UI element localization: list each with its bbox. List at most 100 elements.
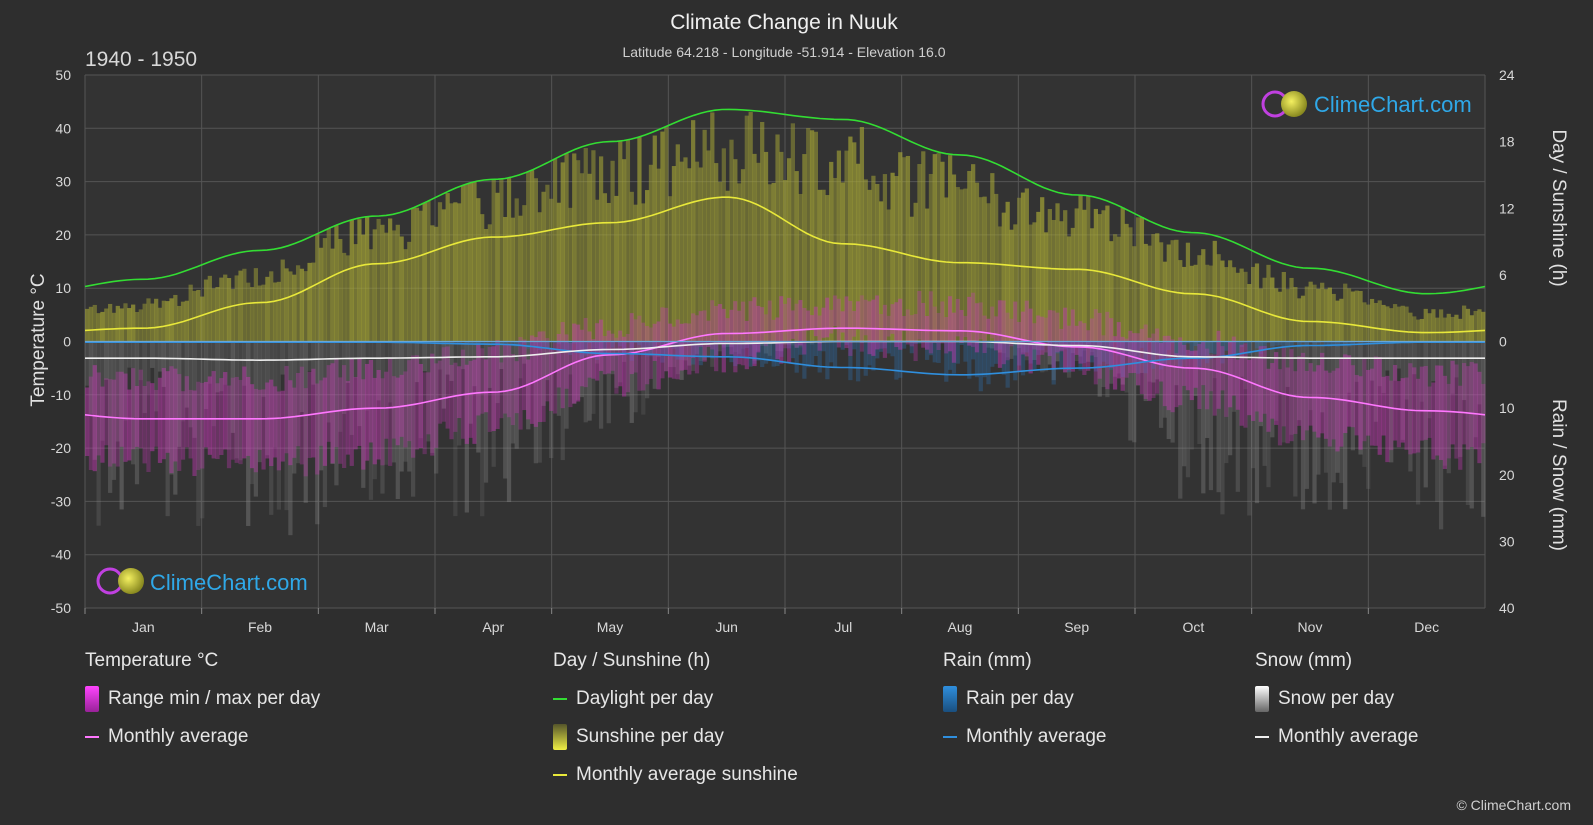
rain-day-bar	[1017, 341, 1022, 366]
sunshine-day-bar	[771, 182, 776, 342]
snow-day-bar	[683, 341, 688, 361]
legend-group-snow: Snow (mm) Snow per day Monthly average	[1255, 650, 1418, 756]
sunshine-day-bar	[399, 236, 404, 342]
snow-day-bar	[380, 341, 385, 494]
sunshine-day-bar	[1139, 217, 1145, 342]
sunshine-day-bar	[1254, 263, 1260, 342]
snow-day-bar	[1243, 341, 1248, 390]
temperature-range-bar	[825, 297, 830, 338]
snow-swatch	[1255, 686, 1269, 712]
sunshine-day-bar	[1017, 197, 1022, 342]
sunshine-day-bar	[150, 303, 155, 342]
rain-day-bar	[595, 341, 600, 360]
temperature-range-bar	[794, 303, 799, 348]
rain-day-bar	[698, 341, 703, 366]
sunshine-day-bar	[867, 189, 872, 342]
rain-day-bar	[1262, 341, 1267, 350]
sunshine-day-bar	[664, 126, 669, 342]
daily-bars	[85, 112, 1486, 536]
sunshine-day-bar	[618, 141, 623, 342]
temperature-range-bar	[1166, 335, 1171, 411]
temperature-range-bar	[1446, 383, 1451, 459]
brand-logo-bottom[interactable]: ClimeChart.com	[96, 567, 308, 595]
rain-day-bar	[1350, 341, 1355, 345]
temperature-range-bar	[1362, 358, 1367, 442]
rain-day-bar	[510, 341, 515, 347]
chart-subtitle: Latitude 64.218 - Longitude -51.914 - El…	[622, 44, 945, 60]
temperature-range-bar	[955, 298, 960, 337]
rain-day-bar	[1201, 341, 1206, 360]
sunshine-day-bar	[1458, 318, 1463, 342]
temperature-range-bar	[1074, 325, 1079, 355]
sunshine-day-bar	[610, 160, 615, 342]
temperature-range-bar	[1274, 352, 1279, 425]
sunshine-day-bar	[384, 232, 389, 342]
sunshine-day-bar	[315, 233, 320, 342]
temperature-range-bar	[134, 385, 140, 447]
temperature-range-bar	[1373, 356, 1379, 446]
rain-day-bar	[468, 341, 473, 344]
snow-day-bar	[131, 341, 136, 465]
temperature-range-bar	[1013, 301, 1018, 342]
temperature-range-bar	[1385, 375, 1390, 463]
temperature-range-bar	[1450, 360, 1455, 445]
snow-day-bar	[1063, 341, 1068, 373]
month-label: Jun	[715, 619, 738, 635]
temperature-range-bar	[560, 322, 565, 409]
rain-day-bar	[1086, 341, 1091, 348]
temperature-range-bar	[1174, 353, 1179, 408]
snow-day-bar	[1005, 341, 1010, 358]
snow-day-bar	[522, 341, 527, 364]
sunshine-day-bar	[606, 202, 611, 342]
sunshine-day-bar	[1201, 249, 1206, 342]
sunshine-day-bar	[1158, 242, 1164, 342]
snow-day-bar	[1216, 341, 1221, 493]
temperature-range-bar	[951, 312, 957, 363]
sunshine-day-bar	[710, 112, 715, 342]
rain-day-bar	[1270, 341, 1275, 347]
snow-day-bar	[1235, 341, 1240, 492]
sunshine-day-bar	[1124, 223, 1129, 342]
sunshine-day-bar	[836, 150, 842, 342]
temperature-range-bar	[721, 308, 726, 373]
snow-day-bar	[752, 341, 757, 361]
temperature-range-bar	[445, 346, 450, 429]
temperature-range-bar	[744, 320, 749, 370]
snow-day-bar	[1400, 341, 1405, 440]
temperature-range-bar	[437, 360, 443, 424]
temperature-range-bar	[238, 379, 243, 465]
sunshine-day-bar	[1051, 219, 1056, 342]
rain-day-bar	[572, 341, 577, 344]
snow-day-bar	[1086, 341, 1091, 362]
snow-day-bar	[226, 341, 232, 450]
snow-day-bar	[1297, 341, 1302, 421]
sunshine-day-bar	[242, 268, 247, 342]
legend-heading: Rain (mm)	[943, 650, 1032, 671]
sunshine-day-bar	[537, 212, 542, 342]
legend-item: Rain per day	[943, 680, 1106, 718]
snow-day-bar	[411, 341, 416, 497]
sunshine-day-bar	[602, 193, 608, 342]
sunshine-day-bar	[955, 187, 960, 342]
left-tick-label: 30	[55, 174, 71, 190]
sunshine-day-bar	[702, 129, 707, 342]
snow-day-bar	[1120, 341, 1125, 385]
sunshine-day-bar	[1082, 209, 1087, 342]
temperature-range-bar	[763, 314, 769, 347]
temperature-range-bar	[1293, 371, 1298, 434]
sunshine-day-bar	[821, 189, 826, 342]
rain-day-bar	[955, 341, 960, 364]
sunshine-day-bar	[123, 303, 128, 342]
rain-day-bar	[556, 341, 562, 345]
brand-logo-top[interactable]: ClimeChart.com	[1261, 90, 1472, 118]
temperature-range-bar	[422, 372, 427, 455]
sunshine-day-bar	[729, 139, 734, 342]
sunshine-day-bar	[564, 153, 569, 342]
sunshine-day-bar	[786, 158, 792, 342]
snow-day-bar	[1423, 341, 1428, 488]
temperature-range-bar	[579, 329, 585, 387]
temperature-range-bar	[491, 346, 496, 432]
temperature-range-bar	[1304, 370, 1309, 431]
snow-day-bar	[702, 341, 707, 361]
right-top-tick-label: 12	[1499, 200, 1515, 216]
